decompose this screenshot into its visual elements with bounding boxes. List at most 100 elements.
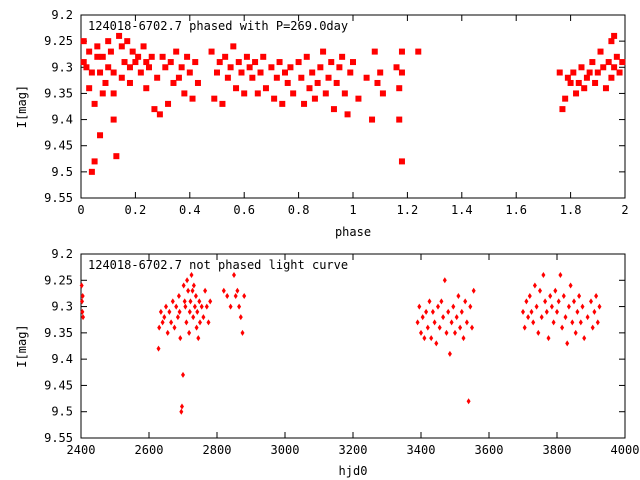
- data-point: [94, 53, 101, 60]
- x-tick-label: 1.6: [505, 203, 527, 217]
- data-point: [201, 314, 206, 321]
- data-point: [204, 303, 209, 310]
- x-axis-label: hjd0: [339, 464, 368, 478]
- y-tick-label: 9.5: [51, 405, 73, 419]
- data-point: [252, 59, 259, 66]
- data-point: [424, 308, 429, 315]
- data-point: [156, 345, 161, 352]
- data-point: [137, 69, 144, 76]
- data-point: [527, 293, 532, 300]
- data-point: [564, 74, 571, 81]
- data-point: [174, 303, 179, 310]
- data-point: [83, 64, 90, 71]
- x-tick-label: 3600: [475, 443, 504, 457]
- data-point: [575, 308, 580, 315]
- data-point: [347, 69, 354, 76]
- x-tick-label: 2800: [203, 443, 232, 457]
- x-tick-label: 3200: [339, 443, 368, 457]
- y-tick-label: 9.5: [51, 165, 73, 179]
- data-point: [563, 314, 568, 321]
- data-point: [154, 74, 161, 81]
- data-point: [551, 319, 556, 326]
- data-point: [143, 59, 150, 66]
- data-point: [371, 48, 378, 55]
- data-point: [164, 303, 168, 310]
- data-point: [458, 324, 463, 331]
- x-tick-label: 0.8: [288, 203, 310, 217]
- x-tick-label: 0.2: [125, 203, 147, 217]
- data-point: [159, 53, 166, 60]
- data-point: [235, 59, 242, 66]
- data-point: [181, 371, 185, 378]
- data-point: [573, 329, 578, 336]
- data-point: [121, 59, 128, 66]
- data-point: [179, 408, 184, 415]
- data-point: [432, 319, 437, 326]
- data-point: [276, 59, 283, 66]
- data-point: [188, 298, 193, 305]
- data-point: [526, 314, 531, 321]
- plot-frame: [80, 253, 626, 439]
- data-point: [439, 298, 444, 305]
- x-tick-label: 2: [621, 203, 628, 217]
- x-tick-label: 4000: [611, 443, 640, 457]
- data-point: [169, 319, 174, 326]
- y-tick-label: 9.25: [44, 34, 73, 48]
- data-point: [309, 69, 316, 76]
- data-point: [328, 59, 335, 66]
- data-point: [182, 298, 187, 305]
- data-point: [198, 319, 202, 326]
- data-point: [419, 329, 423, 336]
- data-point: [238, 314, 243, 321]
- data-point: [578, 319, 583, 326]
- x-tick-label: 0.4: [179, 203, 201, 217]
- data-point: [363, 74, 370, 81]
- data-point: [595, 319, 600, 326]
- data-point: [191, 282, 196, 289]
- data-point: [160, 319, 165, 326]
- data-point: [81, 314, 86, 321]
- data-point: [290, 90, 297, 97]
- x-tick-label: 0.6: [233, 203, 255, 217]
- x-tick-label: 2400: [67, 443, 96, 457]
- data-point: [522, 324, 527, 331]
- data-point: [233, 293, 238, 300]
- data-point: [238, 69, 245, 76]
- data-point: [86, 85, 93, 92]
- x-tick-label: 3800: [543, 443, 572, 457]
- data-point: [339, 53, 346, 60]
- data-point: [570, 69, 577, 76]
- data-point: [126, 64, 133, 71]
- data-point: [178, 335, 183, 342]
- data-point: [172, 324, 177, 331]
- data-point: [194, 324, 199, 331]
- data-point: [589, 298, 593, 305]
- data-point: [425, 324, 430, 331]
- data-point: [556, 298, 561, 305]
- data-point: [189, 272, 194, 279]
- data-point: [344, 111, 351, 118]
- data-point: [279, 100, 286, 107]
- y-tick-label: 9.4: [51, 352, 73, 366]
- y-tick-label: 9.35: [44, 326, 73, 340]
- data-point: [97, 132, 104, 139]
- data-point: [167, 308, 172, 315]
- data-point: [80, 59, 87, 66]
- data-point: [151, 106, 158, 113]
- data-point: [157, 324, 162, 331]
- data-point: [567, 79, 574, 86]
- data-point: [336, 64, 343, 71]
- data-point: [322, 90, 329, 97]
- data-point: [538, 287, 542, 294]
- data-point: [581, 85, 588, 92]
- data-point: [107, 48, 114, 55]
- data-point: [143, 85, 150, 92]
- data-point: [605, 59, 612, 66]
- data-point: [192, 303, 197, 310]
- data-point: [135, 53, 142, 60]
- data-point: [88, 69, 95, 76]
- y-tick-label: 9.35: [44, 86, 73, 100]
- data-point: [178, 64, 185, 71]
- data-point: [580, 303, 585, 310]
- data-point: [556, 69, 563, 76]
